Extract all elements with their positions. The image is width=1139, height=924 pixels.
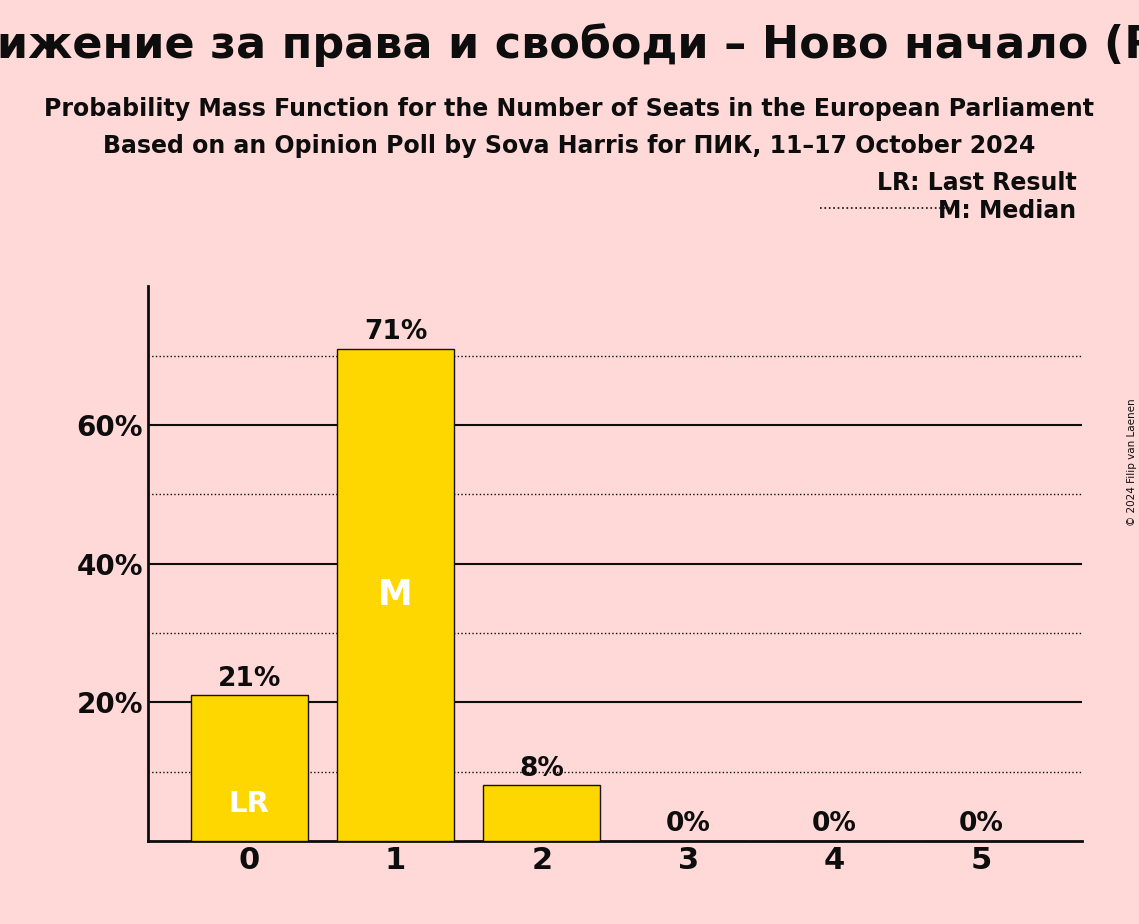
Text: Based on an Opinion Poll by Sova Harris for ПИК, 11–17 October 2024: Based on an Opinion Poll by Sova Harris …	[104, 134, 1035, 158]
Text: 0%: 0%	[812, 811, 857, 837]
Text: LR: LR	[229, 790, 270, 819]
Text: 21%: 21%	[218, 666, 281, 692]
Text: 0%: 0%	[666, 811, 711, 837]
Text: © 2024 Filip van Laenen: © 2024 Filip van Laenen	[1126, 398, 1137, 526]
Bar	[190, 695, 308, 841]
Text: 8%: 8%	[519, 756, 564, 782]
Bar	[483, 785, 600, 841]
Text: Движение за права и свободи – Ново начало (RE): Движение за права и свободи – Ново начал…	[0, 23, 1139, 67]
Text: 0%: 0%	[959, 811, 1003, 837]
Bar	[337, 349, 454, 841]
Text: M: M	[378, 578, 412, 612]
Text: M: Median: M: Median	[939, 199, 1076, 223]
Text: 71%: 71%	[363, 320, 427, 346]
Text: LR: Last Result: LR: Last Result	[877, 171, 1076, 195]
Text: Probability Mass Function for the Number of Seats in the European Parliament: Probability Mass Function for the Number…	[44, 97, 1095, 121]
